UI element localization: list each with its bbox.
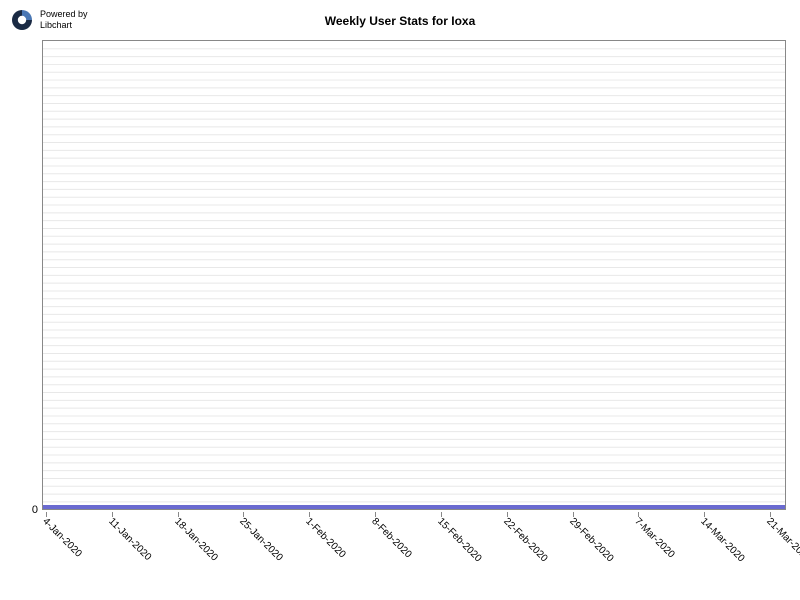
plot-area — [42, 40, 786, 510]
x-tick-label: 14-Mar-2020 — [698, 516, 746, 564]
x-tick-label: 11-Jan-2020 — [106, 516, 153, 563]
x-tick-label: 7-Mar-2020 — [633, 516, 677, 560]
x-tick-label: 22-Feb-2020 — [501, 516, 549, 564]
x-tick-label: 18-Jan-2020 — [172, 516, 219, 563]
baseline-band — [43, 505, 785, 509]
plot-gridlines — [43, 41, 785, 510]
x-tick-label: 4-Jan-2020 — [40, 516, 84, 560]
x-tick-label: 25-Jan-2020 — [238, 516, 285, 563]
chart-title: Weekly User Stats for Ioxa — [0, 14, 800, 28]
x-tick-label: 8-Feb-2020 — [369, 516, 413, 560]
x-tick-label: 21-Mar-2020 — [764, 516, 800, 564]
y-tick-label: 0 — [32, 504, 38, 516]
x-axis: 4-Jan-2020 11-Jan-2020 18-Jan-2020 25-Jan-2… — [42, 512, 786, 592]
x-tick-label: 15-Feb-2020 — [435, 516, 483, 564]
x-tick-label: 1-Feb-2020 — [303, 516, 347, 560]
x-tick-label: 29-Feb-2020 — [567, 516, 615, 564]
